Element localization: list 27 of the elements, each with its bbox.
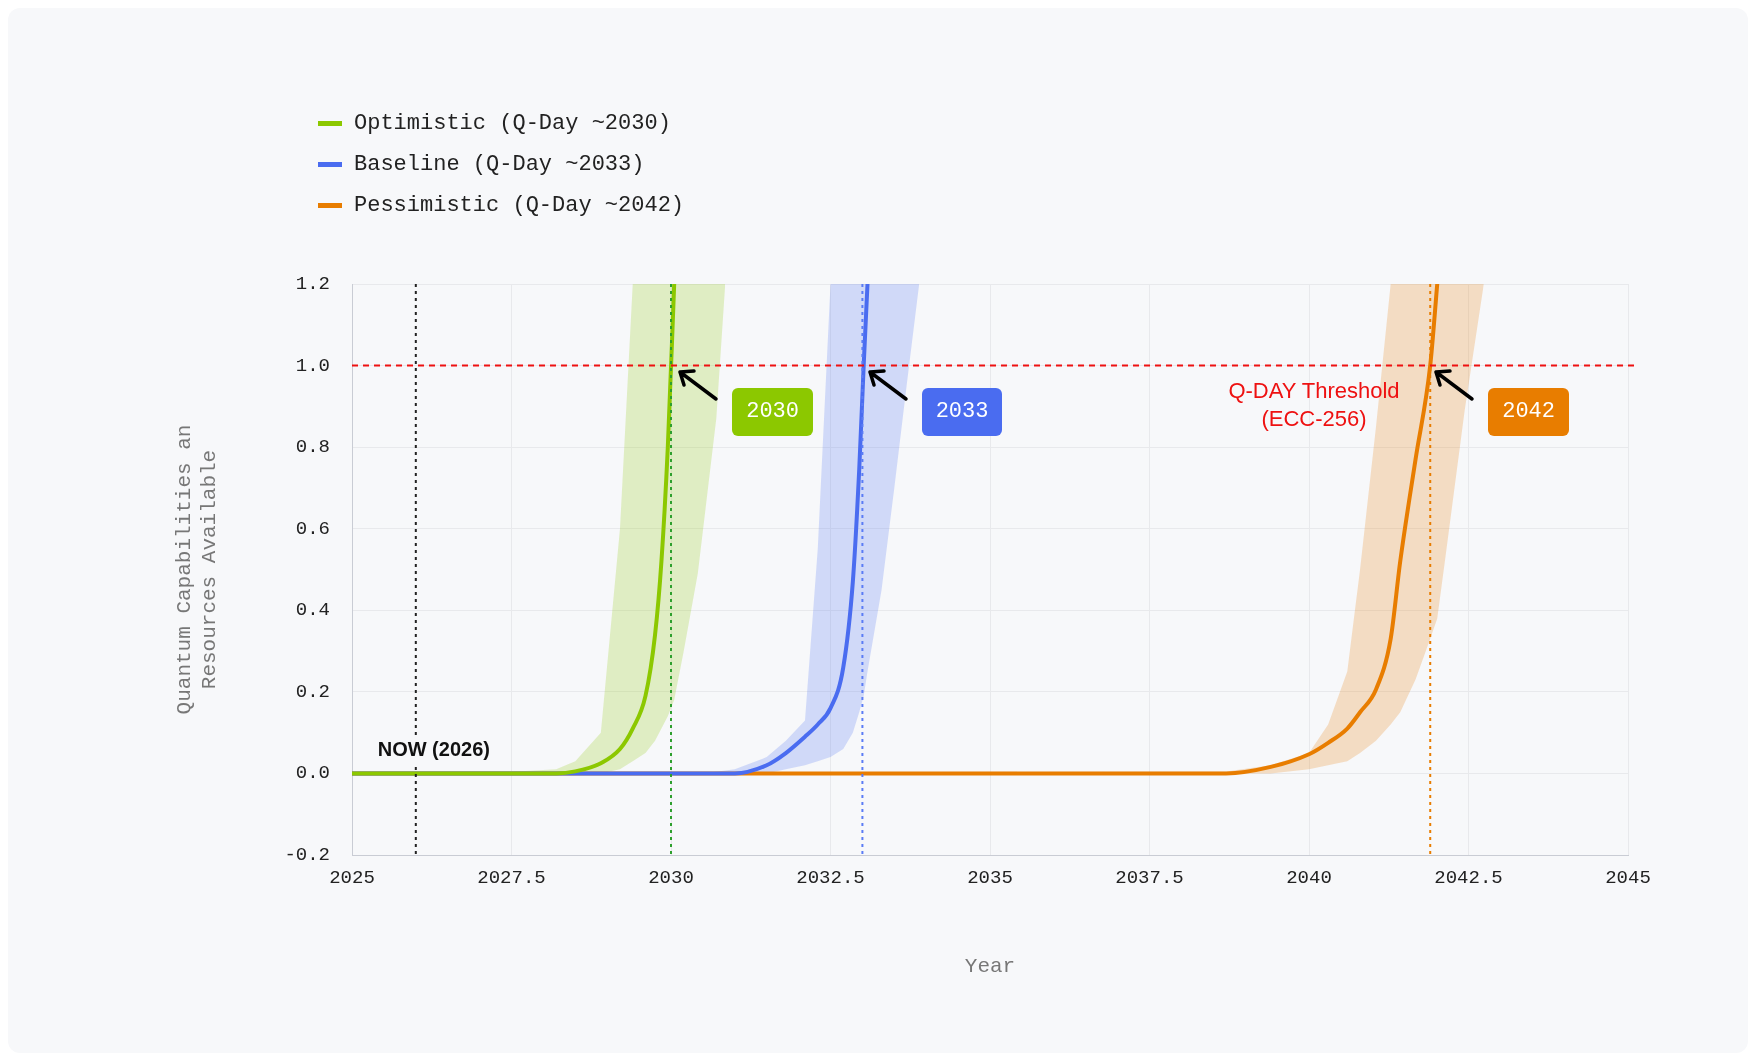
x-tick-label: 2027.5 [477, 867, 546, 890]
x-tick-label: 2040 [1286, 867, 1332, 890]
x-axis-title: Year [964, 954, 1016, 978]
x-tick-label: 2025 [329, 867, 375, 890]
x-tick-label: 2042.5 [1434, 867, 1503, 890]
x-tick-label: 2032.5 [796, 867, 865, 890]
annotation: 2030 [732, 387, 813, 436]
y-tick-label: 1.2 [295, 273, 331, 296]
x-tick-label: 2045 [1605, 867, 1651, 890]
x-tick-label: 2037.5 [1115, 867, 1184, 890]
ref-line-label: NOW (2026) [377, 737, 490, 760]
y-tick-label: 0.4 [295, 599, 331, 622]
legend-label: Optimistic (Q-Day ~2030) [354, 111, 671, 136]
y-tick-label: 0.6 [295, 517, 331, 540]
y-tick-label: 0.2 [295, 680, 331, 703]
legend-label: Baseline (Q-Day ~2033) [354, 152, 645, 177]
y-tick-label: 1.0 [295, 354, 331, 377]
y-axis-title: Quantum Capabilities an Resources Available [173, 424, 222, 715]
ref-line-label: Q-DAY Threshold (ECC-256) [1228, 377, 1400, 431]
y-tick-label: -0.2 [284, 844, 331, 867]
legend-label: Pessimistic (Q-Day ~2042) [354, 193, 685, 218]
y-tick-label: 0.8 [295, 436, 331, 459]
annotation: 2033 [921, 387, 1003, 436]
x-tick-label: 2035 [967, 867, 1013, 890]
y-tick-label: 0.0 [295, 762, 331, 785]
x-tick-label: 2030 [648, 867, 694, 890]
annotation: 2042 [1488, 387, 1570, 436]
